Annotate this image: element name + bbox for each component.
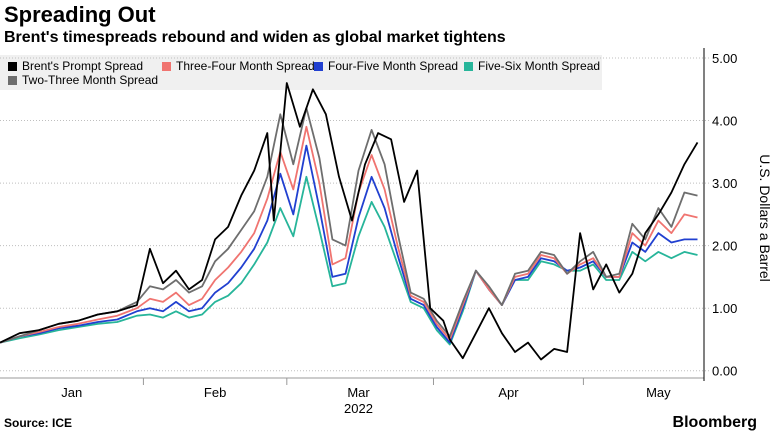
x-tick-label: Mar — [347, 385, 370, 400]
y-tick-label: 5.00 — [712, 51, 737, 66]
y-axis-label: U.S. Dollars a Barrel — [757, 154, 773, 282]
x-tick-label: Jan — [61, 385, 82, 400]
series-lines — [0, 82, 699, 361]
y-tick-label: 3.00 — [712, 176, 737, 191]
legend-label-prompt: Brent's Prompt Spread — [22, 59, 144, 73]
legend: Brent's Prompt Spread Three-Four Month S… — [0, 55, 602, 90]
legend-item-four-five: Four-Five Month Spread — [314, 59, 458, 73]
y-tick-label: 2.00 — [712, 239, 737, 254]
legend-swatch-four-five — [314, 61, 323, 71]
series-line-three-four-month-spread — [0, 125, 698, 344]
source-note: Source: ICE — [4, 416, 73, 430]
legend-label-three-four: Three-Four Month Spread — [176, 59, 315, 73]
series-line-four-five-month-spread — [0, 144, 698, 344]
series-line-brent-s-prompt-spread — [0, 82, 699, 361]
gridlines — [0, 57, 710, 372]
series-line-five-six-month-spread — [0, 175, 698, 346]
legend-item-prompt: Brent's Prompt Spread — [8, 59, 143, 73]
chart-subtitle: Brent's timespreads rebound and widen as… — [4, 29, 506, 46]
legend-swatch-prompt — [8, 61, 17, 71]
legend-label-five-six: Five-Six Month Spread — [478, 59, 601, 73]
legend-swatch-five-six — [464, 61, 473, 71]
chart-title: Spreading Out — [4, 2, 156, 27]
x-axis: Jan Feb Mar Apr May 2022 — [0, 377, 704, 416]
x-tick-label: Feb — [204, 385, 226, 400]
legend-item-five-six: Five-Six Month Spread — [464, 59, 600, 73]
legend-label-four-five: Four-Five Month Spread — [328, 59, 459, 73]
y-tick-label: 1.00 — [712, 301, 737, 316]
bloomberg-logo: Bloomberg — [672, 414, 757, 431]
legend-item-two-three: Two-Three Month Spread — [8, 73, 158, 87]
legend-label-two-three: Two-Three Month Spread — [22, 73, 159, 87]
x-year-label: 2022 — [344, 401, 373, 416]
series-line-two-three-month-spread — [0, 107, 698, 344]
legend-swatch-two-three — [8, 75, 17, 85]
legend-swatch-three-four — [162, 61, 171, 71]
y-tick-label: 4.00 — [712, 114, 737, 129]
x-tick-label: Apr — [498, 385, 519, 400]
legend-item-three-four: Three-Four Month Spread — [162, 59, 315, 73]
x-tick-label: May — [646, 385, 671, 400]
y-axis: 0.00 1.00 2.00 3.00 4.00 5.00 — [703, 48, 737, 381]
y-tick-label: 0.00 — [712, 364, 737, 379]
